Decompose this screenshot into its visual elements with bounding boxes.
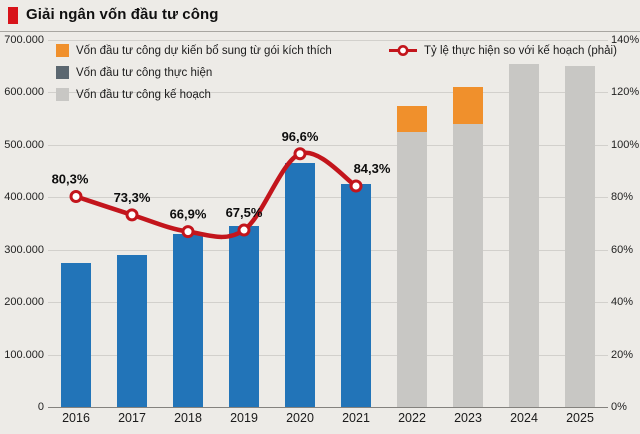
bar-implemented — [285, 163, 315, 407]
line-point-marker — [293, 147, 307, 161]
line-point-label: 67,5% — [226, 205, 263, 220]
y-axis-left-tick: 700.000 — [4, 34, 44, 46]
gridline — [48, 40, 608, 41]
page-title: Giải ngân vốn đầu tư công — [26, 6, 219, 23]
y-axis-left-tick: 0 — [37, 401, 44, 413]
legend-label: Vốn đầu tư công kế hoạch — [76, 88, 211, 101]
bar-implemented — [229, 226, 259, 407]
bar-implemented — [61, 262, 91, 407]
bar-stimulus — [397, 105, 427, 132]
gridline — [48, 407, 608, 408]
title-accent-square — [8, 7, 18, 24]
x-axis-label: 2017 — [118, 411, 146, 425]
bar-planned — [453, 123, 483, 407]
x-axis-label: 2024 — [510, 411, 538, 425]
legend-item-implemented: Vốn đầu tư công thực hiện — [56, 66, 332, 79]
bar-implemented — [173, 233, 203, 407]
line-point-label: 84,3% — [354, 161, 391, 176]
y-axis-right-tick: 100% — [611, 138, 640, 151]
x-axis-label: 2022 — [398, 411, 426, 425]
bar-planned — [565, 66, 595, 407]
bar-implemented — [341, 184, 371, 407]
legend-item-ratio-line: Tỷ lệ thực hiện so với kế hoạch (phải) — [388, 44, 617, 57]
orange-swatch-icon — [56, 44, 69, 57]
y-axis-left-tick: 200.000 — [4, 296, 44, 309]
chart-header: Giải ngân vốn đầu tư công — [0, 0, 640, 32]
gray-swatch-icon — [56, 88, 69, 101]
legend-label: Vốn đầu tư công thực hiện — [76, 66, 213, 79]
y-axis-left-tick: 600.000 — [4, 86, 44, 99]
line-point-label: 66,9% — [170, 207, 207, 222]
x-axis-label: 2018 — [174, 411, 202, 425]
legend-label: Vốn đầu tư công dự kiến bổ sung từ gói k… — [76, 44, 332, 57]
y-axis-right-tick: 40% — [611, 296, 634, 309]
legend-item-stimulus: Vốn đầu tư công dự kiến bổ sung từ gói k… — [56, 44, 332, 57]
y-axis-right-tick: 20% — [611, 348, 634, 361]
x-axis-label: 2016 — [62, 411, 90, 425]
y-axis-right-tick: 140% — [611, 34, 640, 46]
y-axis-left-tick: 400.000 — [4, 191, 44, 204]
y-axis-left-tick: 100.000 — [4, 348, 44, 361]
legend-label: Tỷ lệ thực hiện so với kế hoạch (phải) — [424, 44, 617, 57]
gridline — [48, 92, 608, 94]
x-axis-label: 2019 — [230, 411, 258, 425]
gridline — [48, 302, 608, 304]
dark-swatch-icon — [56, 66, 69, 79]
gridline — [48, 249, 608, 251]
gridline — [48, 144, 608, 146]
legend-item-planned: Vốn đầu tư công kế hoạch — [56, 88, 332, 101]
x-axis-label: 2020 — [286, 411, 314, 425]
gridline — [48, 354, 608, 356]
y-axis-right-tick: 120% — [611, 86, 640, 99]
bar-implemented — [117, 254, 147, 407]
bar-stimulus — [453, 87, 483, 124]
line-point-marker — [125, 208, 139, 222]
bar-planned — [397, 131, 427, 407]
line-point-label: 80,3% — [52, 171, 89, 186]
y-axis-left-tick: 300.000 — [4, 243, 44, 256]
legend: Vốn đầu tư công dự kiến bổ sung từ gói k… — [56, 44, 332, 110]
x-axis-label: 2021 — [342, 411, 370, 425]
x-axis-label: 2023 — [454, 411, 482, 425]
y-axis-right-tick: 0% — [611, 401, 627, 413]
bar-planned — [509, 63, 539, 407]
y-axis-right-tick: 80% — [611, 191, 634, 204]
y-axis-right-tick: 60% — [611, 243, 634, 256]
x-axis-label: 2025 — [566, 411, 594, 425]
line-point-label: 96,6% — [282, 129, 319, 144]
y-axis-left-tick: 500.000 — [4, 138, 44, 151]
line-marker-icon — [388, 44, 418, 57]
